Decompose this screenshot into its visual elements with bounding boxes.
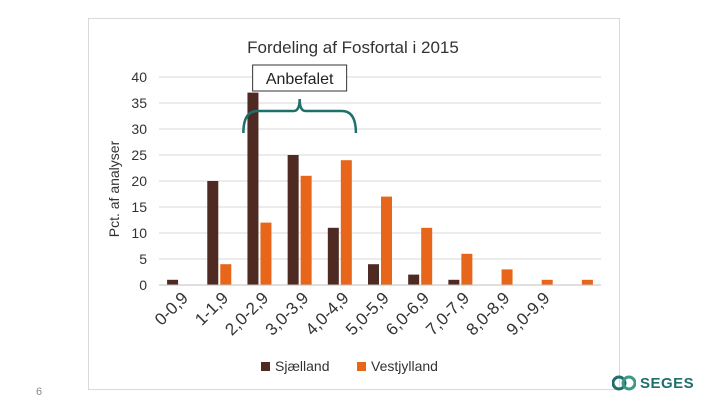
bar [300,175,312,285]
bar [368,264,379,285]
y-tick-label: 10 [131,225,147,241]
y-tick-label: 25 [131,147,147,163]
bar [541,279,553,285]
x-tick-label: 4,0-4,9 [302,288,353,339]
bar [340,160,352,285]
bar [287,155,299,285]
bars [167,92,593,285]
annotation-label: Anbefalet [266,71,334,88]
recommended-bracket [242,98,358,134]
gridlines: 0 5 10 15 20 25 30 35 40 [131,69,601,293]
y-tick-label: 35 [131,95,147,111]
seges-logo-text: SEGES [640,374,695,392]
annotation-box [252,64,348,92]
bar [220,264,232,285]
y-tick-label: 40 [131,69,147,85]
bar [247,92,259,285]
seges-logo-mark-icon [612,375,636,391]
bar [501,269,513,285]
x-tick-label: 2,0-2,9 [221,288,272,339]
y-tick-label: 30 [131,121,147,137]
x-tick-label: 0-0,9 [151,288,192,329]
chart-frame: Fordeling af Fosfortal i 2015 Pct. af an… [88,18,620,390]
seges-logo: SEGES [612,372,694,394]
x-tick-label: 5,0-5,9 [342,288,393,339]
x-tick-label: 9,0-9,9 [503,288,554,339]
bar [207,181,219,285]
legend-label: Vestjylland [371,358,438,374]
bar [167,279,179,285]
bar [581,279,593,285]
x-tick-label: 8,0-8,9 [463,288,514,339]
y-tick-label: 20 [131,173,147,189]
chart-title: Fordeling af Fosfortal i 2015 [247,38,459,57]
bar [408,274,420,285]
x-tick-label: 6,0-6,9 [382,288,433,339]
y-tick-label: 15 [131,199,147,215]
y-tick-label: 0 [139,277,147,293]
bar-chart: Fordeling af Fosfortal i 2015 Pct. af an… [106,38,601,374]
y-tick-label: 5 [139,251,147,267]
axes: 0-0,9 1-1,92,0-2,93,0-3,94,0-4,95,0-5,96,… [151,284,601,339]
slide-number: 6 [36,386,43,398]
bar [381,196,392,285]
legend: Sjælland Vestjylland [261,358,438,374]
legend-label: Sjælland [275,358,329,374]
bar [461,253,473,285]
x-tick-label: 3,0-3,9 [262,288,313,339]
annotation: Anbefalet [242,64,358,134]
bar [421,227,433,285]
x-tick-label: 7,0-7,9 [422,288,473,339]
bar [260,222,272,285]
legend-swatch [261,362,270,371]
bar [448,279,460,285]
legend-swatch [357,362,366,371]
bar [327,227,339,285]
y-axis-label: Pct. af analyser [106,140,122,237]
